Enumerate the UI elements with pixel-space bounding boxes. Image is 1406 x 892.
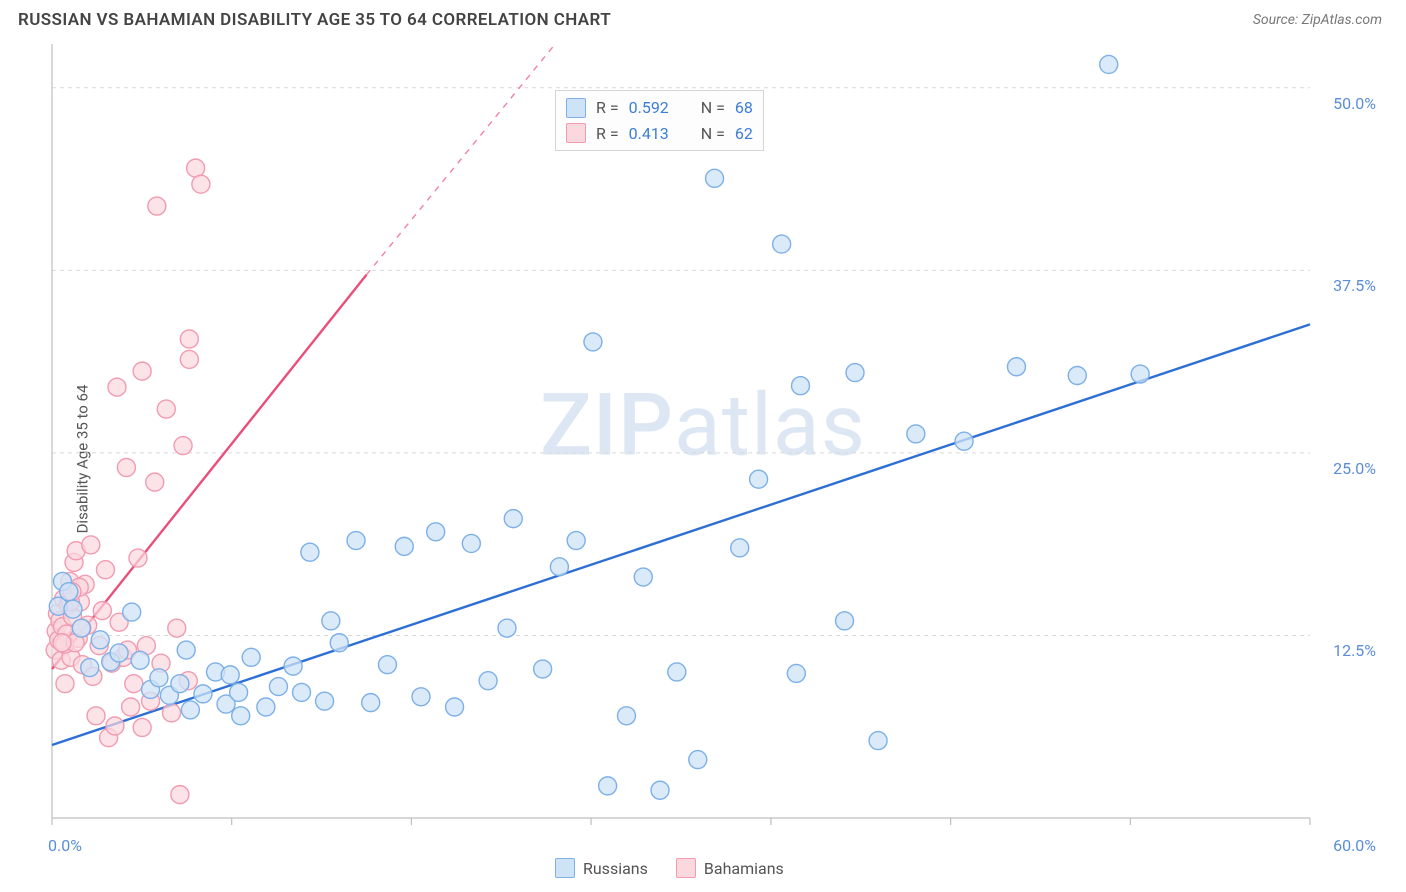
legend-item: Bahamians	[676, 858, 784, 878]
legend-label: Bahamians	[704, 859, 784, 878]
legend-swatch-icon	[566, 123, 586, 143]
chart-title: RUSSIAN VS BAHAMIAN DISABILITY AGE 35 TO…	[18, 10, 611, 30]
chart-area: Disability Age 35 to 64 ZIPatlas R = 0.5…	[0, 36, 1406, 882]
y-tick-label: 37.5%	[1333, 276, 1376, 295]
legend-label: Russians	[583, 859, 648, 878]
stats-row: R = 0.413 N = 62	[566, 121, 753, 147]
correlation-stats-box: R = 0.592 N = 68R = 0.413 N = 62	[555, 90, 764, 151]
scatter-plot-svg	[0, 36, 1406, 882]
legend-swatch-icon	[555, 858, 575, 878]
chart-header: RUSSIAN VS BAHAMIAN DISABILITY AGE 35 TO…	[0, 0, 1406, 36]
x-tick-label: 0.0%	[48, 836, 82, 855]
stats-row: R = 0.592 N = 68	[566, 95, 753, 121]
y-tick-label: 12.5%	[1333, 641, 1376, 660]
legend-swatch-icon	[676, 858, 696, 878]
x-tick-label: 60.0%	[1333, 836, 1376, 855]
legend-item: Russians	[555, 858, 648, 878]
y-tick-label: 25.0%	[1333, 459, 1376, 478]
chart-source: Source: ZipAtlas.com	[1253, 12, 1382, 28]
series-legend: Russians Bahamians	[555, 858, 784, 878]
y-tick-label: 50.0%	[1333, 94, 1376, 113]
legend-swatch-icon	[566, 98, 586, 118]
